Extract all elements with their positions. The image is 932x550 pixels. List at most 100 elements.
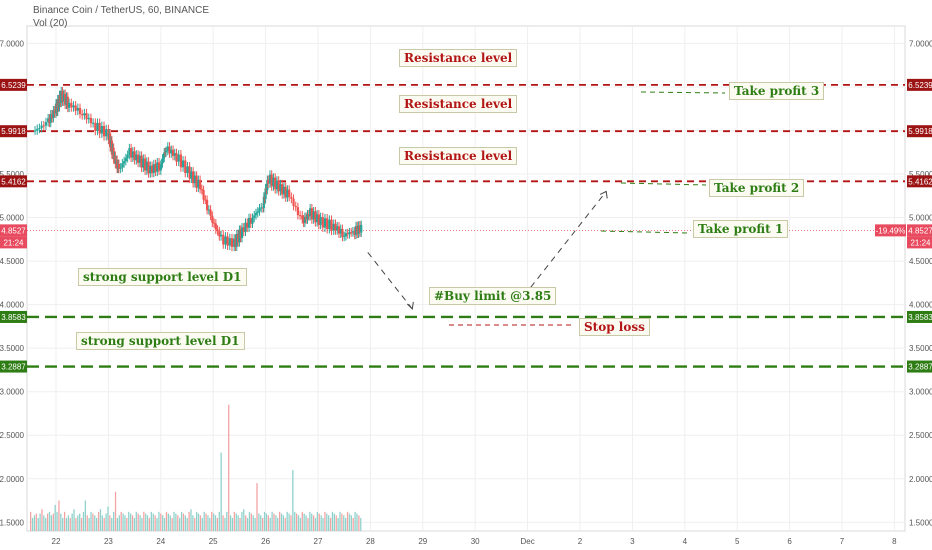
candle-body xyxy=(240,227,244,239)
volume-bar xyxy=(279,511,281,531)
candle-body xyxy=(109,133,112,148)
plot-frame xyxy=(26,25,906,532)
candle-body xyxy=(262,196,265,209)
y-tick-right: 3.0000 xyxy=(909,388,932,397)
candle-body xyxy=(33,130,37,132)
volume-bar xyxy=(160,513,162,531)
volume-bar xyxy=(245,515,247,531)
candle-body xyxy=(253,215,256,218)
volume-bar xyxy=(218,511,220,531)
volume-bar xyxy=(203,511,205,531)
candle-body xyxy=(326,218,329,230)
candle-body xyxy=(354,226,358,235)
level-tag-left xyxy=(0,78,27,91)
volume-bar xyxy=(63,511,66,531)
candle-body xyxy=(284,186,287,198)
take-profit-3-leader xyxy=(640,91,726,94)
candle-body xyxy=(222,234,225,245)
level-tag-text-right: 5.4162 xyxy=(908,177,932,186)
volume-bar xyxy=(124,515,126,531)
candle-body xyxy=(48,118,51,123)
candle-body xyxy=(131,151,134,158)
price-tags: 6.5239 6.5239 5.9918 5.9918 5.4162 5.4162 4.85… xyxy=(0,78,932,373)
candle-body xyxy=(138,155,141,163)
support-label-1: strong support level D1 xyxy=(78,268,247,286)
candle-body xyxy=(242,227,245,232)
take-profit-3-label: Take profit 3 xyxy=(729,82,825,100)
volume-bar xyxy=(335,515,337,531)
candle-body xyxy=(143,158,147,171)
candle-body xyxy=(356,226,359,234)
candle-body xyxy=(105,129,108,137)
candle-body xyxy=(292,198,295,207)
level-tag-right xyxy=(907,125,932,138)
up-arrow-head xyxy=(599,190,608,199)
candle-body xyxy=(98,122,101,134)
volume-bar xyxy=(297,515,300,531)
volume-bar xyxy=(101,515,103,531)
volume-bar xyxy=(273,513,275,531)
candle-body xyxy=(66,96,69,108)
candle-body xyxy=(334,223,337,231)
candle-body xyxy=(150,165,154,173)
candle-body xyxy=(193,175,196,184)
volume-bar xyxy=(318,513,320,531)
candle-body xyxy=(110,140,113,155)
support-label-2: strong support level D1 xyxy=(76,332,245,350)
candle-body xyxy=(62,93,65,102)
volume-bar xyxy=(309,511,311,531)
resistance-label-2: Resistance level xyxy=(399,95,518,113)
candle-body xyxy=(224,236,227,245)
volume-bar xyxy=(277,517,279,531)
take-profit-1-leader xyxy=(600,230,690,234)
x-tick-label: 23 xyxy=(104,537,113,546)
level-tag-text-left: 5.4162 xyxy=(1,177,26,186)
candle-body xyxy=(282,186,286,195)
candle-body xyxy=(346,233,349,235)
volume-indicator-label[interactable]: Vol (20) xyxy=(33,18,68,29)
candle-body xyxy=(321,217,324,228)
candle-body xyxy=(36,128,39,131)
candle-body xyxy=(236,234,240,243)
volume-bar xyxy=(275,515,277,531)
volume-bar xyxy=(82,511,85,531)
candle-body xyxy=(156,162,159,172)
candle-body xyxy=(68,102,71,108)
candle-body xyxy=(218,231,221,237)
volume-bar xyxy=(207,515,209,531)
volume-bar xyxy=(256,483,258,531)
candle-body xyxy=(133,151,136,161)
candle-body xyxy=(136,154,140,163)
candle-body xyxy=(184,160,187,174)
volume-bar xyxy=(75,517,77,531)
volume-bar xyxy=(303,513,305,531)
level-tag-right xyxy=(907,224,932,237)
candle-body xyxy=(350,232,353,234)
volume-bar xyxy=(111,517,113,531)
candle-body xyxy=(123,161,126,164)
candle-body xyxy=(40,125,43,129)
candle-body xyxy=(147,161,150,174)
volume-bar xyxy=(212,513,215,531)
horizontal-levels xyxy=(27,83,905,368)
candle-body xyxy=(175,153,178,162)
x-tick-label: 25 xyxy=(209,537,218,546)
candle-body xyxy=(186,166,189,174)
volume-bar xyxy=(305,515,307,531)
volume-bar xyxy=(35,513,37,531)
volume-bar xyxy=(233,511,236,531)
volume-bar xyxy=(241,511,243,531)
candle-body xyxy=(188,166,191,179)
candle-body xyxy=(328,219,331,230)
volume-bar xyxy=(260,515,262,531)
volume-bar xyxy=(209,517,211,531)
candle-body xyxy=(214,223,217,230)
volume-bar xyxy=(235,513,237,531)
candle-body xyxy=(344,233,348,237)
y-tick-left: 4.0000 xyxy=(0,301,25,310)
volume-bar xyxy=(331,511,334,531)
volume-bar xyxy=(48,511,51,531)
volume-bar xyxy=(179,517,181,531)
candle-body xyxy=(160,163,163,165)
